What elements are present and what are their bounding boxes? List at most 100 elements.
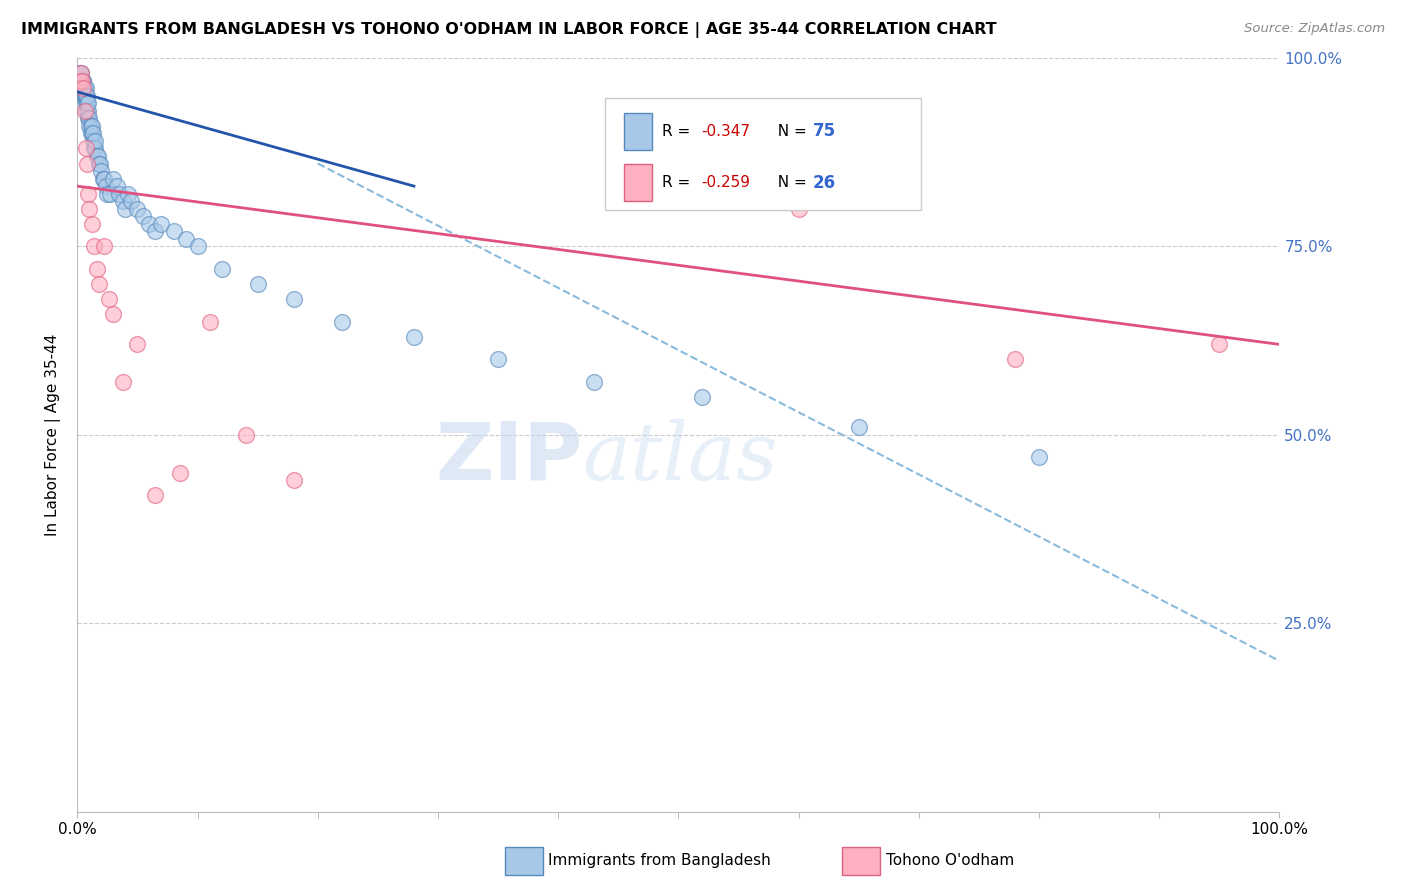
Point <box>72 88 94 103</box>
Point <box>111 375 134 389</box>
Point <box>70 73 93 87</box>
Point <box>283 473 305 487</box>
Point <box>79 127 101 141</box>
Text: 26: 26 <box>813 174 835 192</box>
Point <box>1028 450 1050 465</box>
Point <box>72 73 94 87</box>
Point <box>86 149 108 163</box>
Point <box>73 88 96 103</box>
Point <box>486 352 509 367</box>
Point <box>127 337 149 351</box>
Point <box>75 141 97 155</box>
Point <box>1004 352 1026 367</box>
Point <box>97 292 120 306</box>
Point <box>402 330 425 344</box>
Point <box>67 73 90 87</box>
Point <box>87 156 110 170</box>
Point <box>283 292 305 306</box>
Point <box>77 96 100 111</box>
Text: N =: N = <box>768 124 811 139</box>
Point <box>72 73 94 87</box>
Point <box>82 134 104 148</box>
Point <box>103 171 125 186</box>
Point <box>138 217 160 231</box>
Point <box>79 119 101 133</box>
Point <box>120 194 142 209</box>
Point <box>692 390 714 404</box>
Point <box>169 466 191 480</box>
Point <box>70 66 93 80</box>
Point <box>117 186 139 201</box>
Point <box>84 134 107 148</box>
Point <box>77 103 100 118</box>
Point <box>93 171 115 186</box>
Text: N =: N = <box>768 175 811 190</box>
Point <box>83 141 105 155</box>
Point <box>70 81 93 95</box>
Point <box>83 239 105 253</box>
Point <box>108 186 131 201</box>
Point <box>77 112 100 126</box>
Point <box>84 141 107 155</box>
Text: R =: R = <box>662 175 696 190</box>
Point <box>87 149 110 163</box>
Point <box>87 277 110 292</box>
Point <box>75 88 97 103</box>
Point <box>1208 337 1230 351</box>
Point <box>69 73 91 87</box>
Point <box>848 420 870 434</box>
Point <box>235 428 257 442</box>
Text: -0.347: -0.347 <box>702 124 751 139</box>
Point <box>96 186 118 201</box>
Point <box>80 217 103 231</box>
Point <box>91 171 114 186</box>
Y-axis label: In Labor Force | Age 35-44: In Labor Force | Age 35-44 <box>45 334 62 536</box>
Point <box>79 119 101 133</box>
Point <box>198 315 221 329</box>
Point <box>90 164 112 178</box>
Text: IMMIGRANTS FROM BANGLADESH VS TOHONO O'ODHAM IN LABOR FORCE | AGE 35-44 CORRELAT: IMMIGRANTS FROM BANGLADESH VS TOHONO O'O… <box>21 22 997 38</box>
Point <box>77 186 100 201</box>
Text: atlas: atlas <box>582 418 778 496</box>
Point <box>76 88 98 103</box>
Point <box>145 488 167 502</box>
Point <box>162 224 184 238</box>
Point <box>69 66 91 80</box>
Text: -0.259: -0.259 <box>702 175 751 190</box>
Point <box>75 96 97 111</box>
Point <box>89 156 111 170</box>
Point <box>96 179 118 194</box>
Point <box>72 81 94 95</box>
Point <box>69 73 91 87</box>
Point <box>79 202 101 216</box>
Point <box>93 239 115 253</box>
Text: R =: R = <box>662 124 696 139</box>
Point <box>73 81 96 95</box>
Point <box>187 239 209 253</box>
Point <box>98 186 121 201</box>
Text: Immigrants from Bangladesh: Immigrants from Bangladesh <box>548 854 770 868</box>
Point <box>76 96 98 111</box>
Text: Source: ZipAtlas.com: Source: ZipAtlas.com <box>1244 22 1385 36</box>
Point <box>583 375 606 389</box>
Point <box>73 88 96 103</box>
Point <box>70 81 93 95</box>
Point <box>174 232 197 246</box>
Point <box>111 194 134 209</box>
Point <box>132 209 155 223</box>
Point <box>75 81 97 95</box>
Point <box>75 88 97 103</box>
Text: Tohono O'odham: Tohono O'odham <box>886 854 1014 868</box>
Point <box>70 73 93 87</box>
Point <box>114 202 136 216</box>
Point <box>70 66 93 80</box>
Point <box>73 103 96 118</box>
Point <box>211 262 233 277</box>
Text: 75: 75 <box>813 122 835 140</box>
Point <box>787 202 810 216</box>
Point <box>80 119 103 133</box>
Point <box>82 127 104 141</box>
Point <box>80 127 103 141</box>
Point <box>150 217 173 231</box>
Point <box>79 112 101 126</box>
